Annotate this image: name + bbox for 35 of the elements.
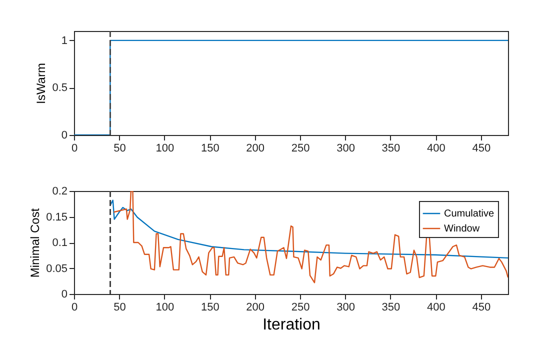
- line-series: [110, 200, 508, 259]
- x-tick-label: 250: [291, 302, 310, 314]
- x-tick-label: 200: [246, 302, 265, 314]
- x-tick-label: 400: [426, 142, 446, 154]
- x-tick-label: 350: [382, 142, 400, 154]
- x-tick-label: 350: [382, 302, 400, 314]
- x-axis-title: Iteration: [262, 316, 320, 334]
- y-tick-label: 1: [61, 34, 68, 47]
- x-tick-label: 250: [291, 142, 310, 154]
- y-axis-title: Minimal Cost: [28, 208, 42, 278]
- x-tick-label: 400: [426, 302, 446, 314]
- x-tick-label: 50: [114, 142, 126, 154]
- y-tick-label: 0: [61, 130, 68, 142]
- y-tick-label: 0: [61, 288, 68, 300]
- x-tick-label: 450: [472, 142, 491, 154]
- x-tick-label: 150: [200, 142, 220, 154]
- y-tick-label: 0.2: [52, 186, 68, 198]
- x-tick-label: 0: [71, 142, 78, 154]
- x-tick-label: 100: [156, 302, 174, 314]
- line-series: [113, 191, 508, 284]
- x-tick-label: 450: [472, 302, 491, 314]
- x-tick-label: 150: [200, 302, 220, 314]
- x-tick-label: 100: [156, 142, 174, 154]
- y-tick-label: 0.15: [46, 211, 68, 224]
- y-axis-title: IsWarm: [34, 63, 48, 104]
- x-tick-label: 300: [336, 142, 355, 154]
- legend-label: Cumulative: [444, 208, 494, 220]
- legend-label: Window: [444, 224, 480, 234]
- y-tick-label: 0.05: [46, 262, 68, 275]
- x-tick-label: 0: [71, 302, 78, 314]
- y-tick-label: 0.5: [52, 82, 68, 94]
- x-tick-label: 200: [246, 142, 265, 154]
- x-tick-label: 300: [336, 302, 355, 314]
- x-tick-label: 50: [114, 302, 126, 314]
- y-tick-label: 0.1: [52, 237, 68, 249]
